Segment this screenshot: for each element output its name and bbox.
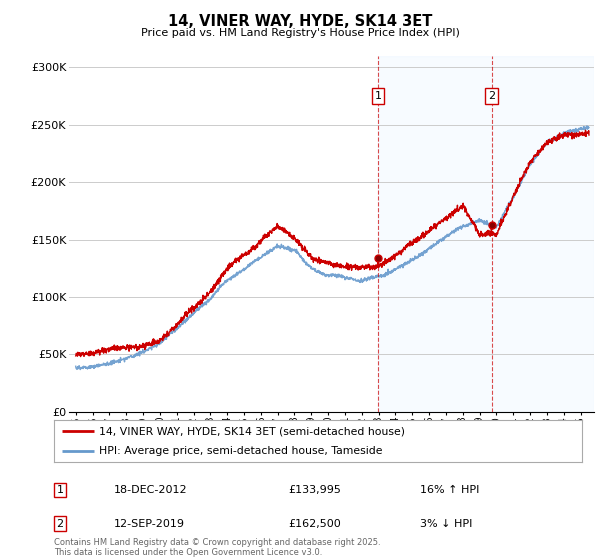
Text: Price paid vs. HM Land Registry's House Price Index (HPI): Price paid vs. HM Land Registry's House … (140, 28, 460, 38)
Text: 2: 2 (56, 519, 64, 529)
Text: £133,995: £133,995 (288, 485, 341, 495)
Text: 3% ↓ HPI: 3% ↓ HPI (420, 519, 472, 529)
Bar (378, 56, 594, 412)
Text: 2: 2 (488, 91, 495, 101)
Text: £162,500: £162,500 (288, 519, 341, 529)
Text: 14, VINER WAY, HYDE, SK14 3ET (semi-detached house): 14, VINER WAY, HYDE, SK14 3ET (semi-deta… (99, 426, 405, 436)
Text: HPI: Average price, semi-detached house, Tameside: HPI: Average price, semi-detached house,… (99, 446, 382, 456)
Text: 12-SEP-2019: 12-SEP-2019 (114, 519, 185, 529)
Text: Contains HM Land Registry data © Crown copyright and database right 2025.
This d: Contains HM Land Registry data © Crown c… (54, 538, 380, 557)
Text: 1: 1 (56, 485, 64, 495)
Text: 1: 1 (374, 91, 382, 101)
Text: 18-DEC-2012: 18-DEC-2012 (114, 485, 188, 495)
Text: 16% ↑ HPI: 16% ↑ HPI (420, 485, 479, 495)
Text: 14, VINER WAY, HYDE, SK14 3ET: 14, VINER WAY, HYDE, SK14 3ET (168, 14, 432, 29)
